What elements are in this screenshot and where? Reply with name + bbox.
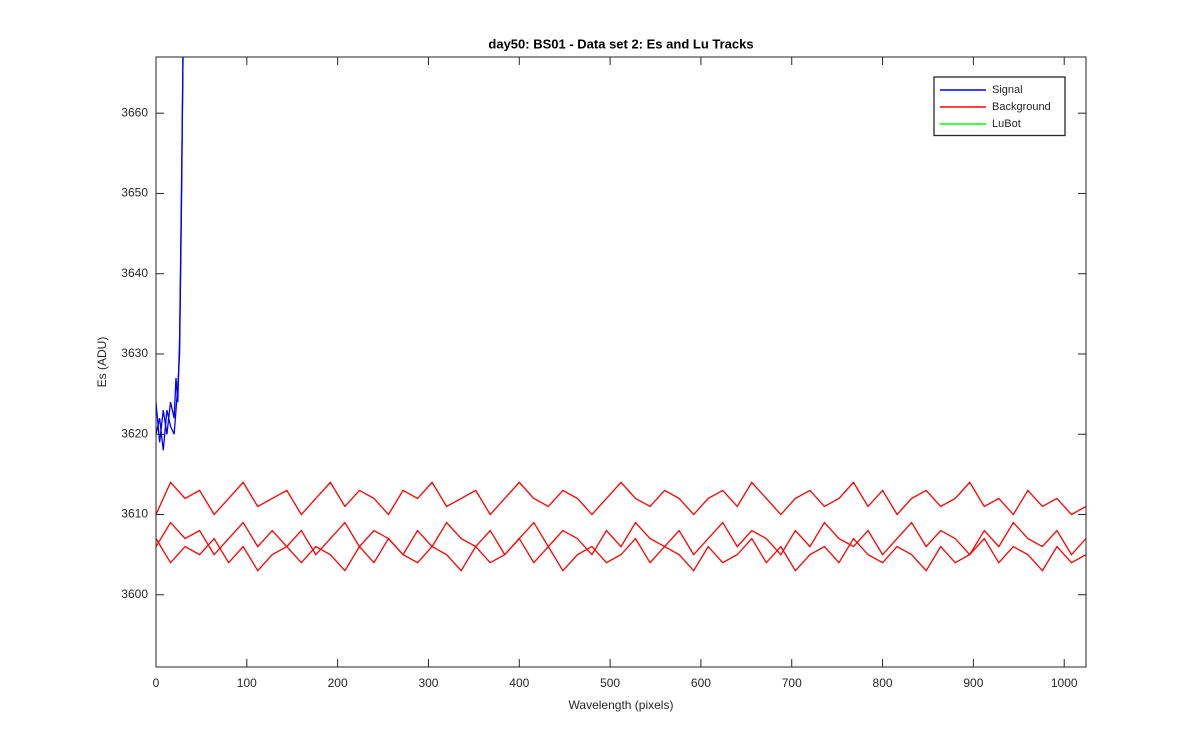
y-tick-label: 3600 (121, 587, 148, 601)
legend-label: LuBot (992, 118, 1021, 130)
x-axis-label: Wavelength (pixels) (569, 698, 674, 712)
plot-area (156, 57, 1086, 667)
x-tick-label: 1000 (1051, 676, 1078, 690)
y-tick-label: 3630 (121, 346, 148, 360)
series-line (156, 481, 1086, 516)
series-line (156, 57, 184, 451)
x-tick-label: 300 (418, 676, 438, 690)
legend-label: Background (992, 101, 1051, 113)
lines (156, 57, 1086, 572)
x-tick-label: 700 (782, 676, 802, 690)
y-axis-label: Es (ADU) (95, 337, 109, 388)
x-tick-label: 100 (237, 676, 257, 690)
legend-label: Signal (992, 84, 1023, 96)
x-tick-label: 0 (153, 676, 160, 690)
series-line (156, 537, 1086, 572)
x-tick-label: 900 (963, 676, 983, 690)
series-line (156, 521, 1086, 556)
y-tick-label: 3660 (121, 105, 148, 119)
axes-box (155, 56, 1087, 668)
x-tick-label: 800 (873, 676, 893, 690)
x-tick-label: 200 (328, 676, 348, 690)
y-tick-label: 3640 (121, 266, 148, 280)
y-tick-label: 3650 (121, 186, 148, 200)
chart-title: day50: BS01 - Data set 2: Es and Lu Trac… (488, 36, 753, 51)
x-tick-label: 400 (509, 676, 529, 690)
x-tick-label: 600 (691, 676, 711, 690)
y-tick-label: 3620 (121, 426, 148, 440)
x-tick-label: 500 (600, 676, 620, 690)
y-tick-label: 3610 (121, 507, 148, 521)
